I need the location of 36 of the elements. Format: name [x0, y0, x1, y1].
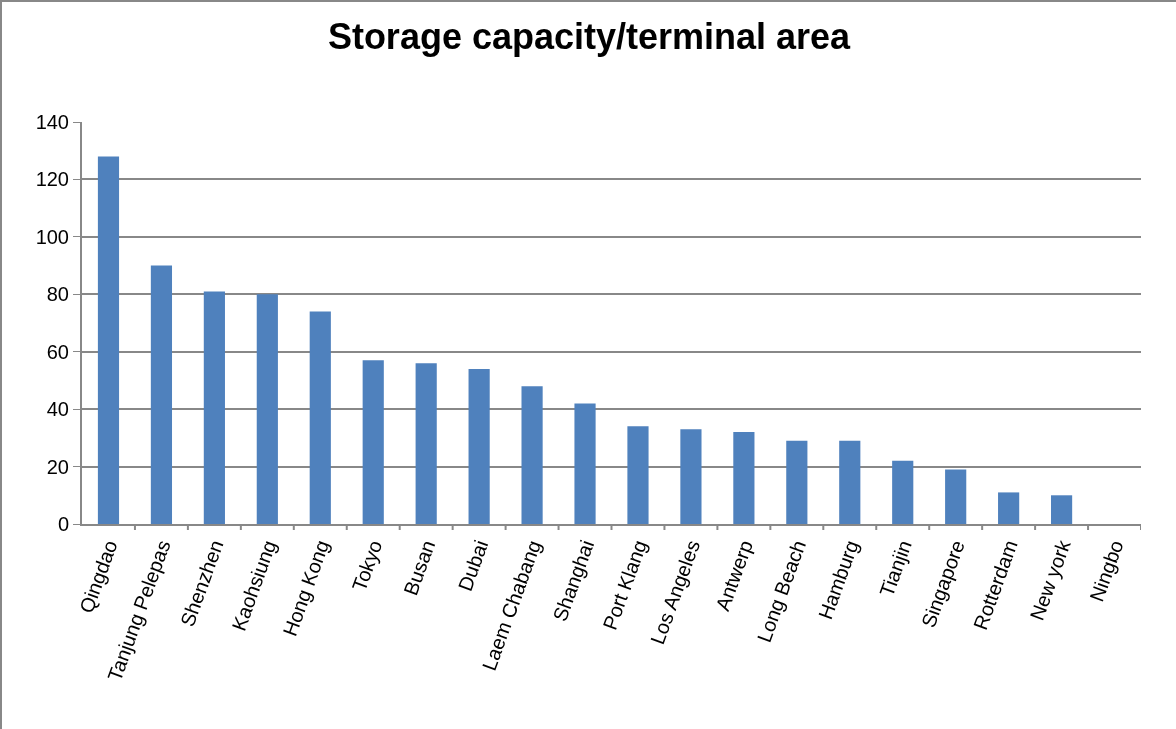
x-tick-label: Tianjin: [875, 537, 916, 600]
x-tick-label: Tokyo: [347, 537, 387, 594]
bar: [680, 429, 702, 524]
bar: [839, 440, 861, 524]
bar: [945, 469, 967, 524]
bar: [97, 156, 120, 524]
bar: [786, 440, 808, 524]
x-tick-label: Busan: [399, 537, 440, 599]
y-tick-label: 120: [35, 168, 69, 191]
x-tick-label: New york: [1025, 536, 1076, 624]
bar: [362, 360, 384, 524]
y-tick-label: 140: [35, 111, 69, 133]
bar: [998, 492, 1020, 524]
bar: [203, 291, 225, 524]
y-tick-label: 60: [46, 340, 69, 363]
bar: [1050, 495, 1073, 524]
y-tick-label: 80: [46, 283, 69, 306]
x-tick-label: Port Klang: [598, 537, 652, 633]
y-tick-label: 40: [46, 398, 69, 421]
bar: [309, 311, 331, 524]
bar: [574, 403, 596, 524]
chart-title: Storage capacity/terminal area: [327, 16, 852, 58]
bar: [892, 460, 914, 524]
y-tick-label: 20: [46, 455, 69, 478]
x-tick-label: Dubai: [453, 537, 493, 594]
y-tick-label: 100: [35, 225, 69, 248]
bar: [468, 368, 490, 524]
y-tick-label: 0: [57, 513, 69, 535]
x-tick-label: Hong Kong: [278, 537, 334, 639]
bar: [415, 363, 437, 524]
x-tick-label: Ningbo: [1085, 537, 1128, 605]
bar: [627, 426, 649, 524]
bar: [733, 432, 755, 524]
bar: [521, 386, 543, 524]
bar: [256, 294, 278, 524]
bar: [150, 265, 173, 524]
